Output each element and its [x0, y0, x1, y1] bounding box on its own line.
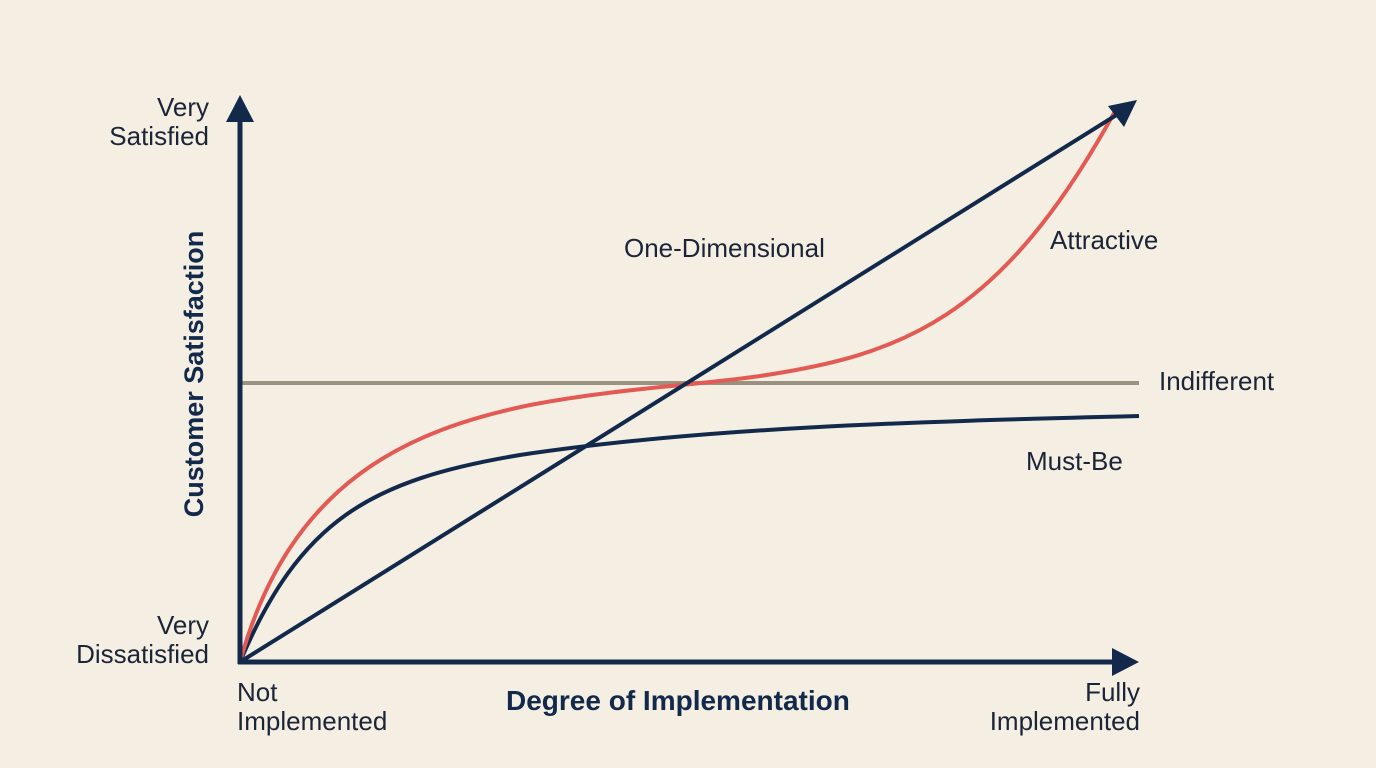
indifferent-label: Indifferent — [1159, 366, 1275, 396]
attractive-curve — [238, 112, 1116, 663]
y-axis-top-label-line2: Satisfied — [109, 121, 209, 151]
x-axis-arrowhead — [1112, 648, 1139, 676]
one-dimensional-arrowhead — [1108, 100, 1137, 127]
y-axis-bottom-label-line2: Dissatisfied — [76, 639, 209, 669]
must-be-label: Must-Be — [1026, 446, 1123, 476]
x-axis-start-label-line2: Implemented — [237, 706, 388, 736]
y-axis-top-label: Very Satisfied — [109, 93, 209, 151]
one-dimensional-label: One-Dimensional — [624, 233, 825, 263]
attractive-label: Attractive — [1050, 225, 1159, 255]
x-axis-end-label: Fully Implemented — [990, 678, 1140, 736]
y-axis-top-label-line1: Very — [156, 92, 209, 122]
y-axis-arrowhead — [226, 95, 254, 122]
x-axis-end-label-line2: Implemented — [989, 706, 1140, 736]
x-axis-start-label-line1: Not — [237, 677, 278, 707]
x-axis-start-label: Not Implemented — [237, 678, 387, 736]
must-be-curve — [238, 414, 1140, 663]
one-dimensional-curve — [238, 112, 1120, 664]
y-axis-bottom-label-line1: Very — [156, 610, 209, 640]
x-axis-title: Degree of Implementation — [506, 685, 850, 716]
x-axis-end-label-line1: Fully — [1085, 677, 1140, 707]
y-axis-bottom-label: Very Dissatisfied — [76, 611, 209, 669]
y-axis-title: Customer Satisfaction — [179, 230, 209, 518]
